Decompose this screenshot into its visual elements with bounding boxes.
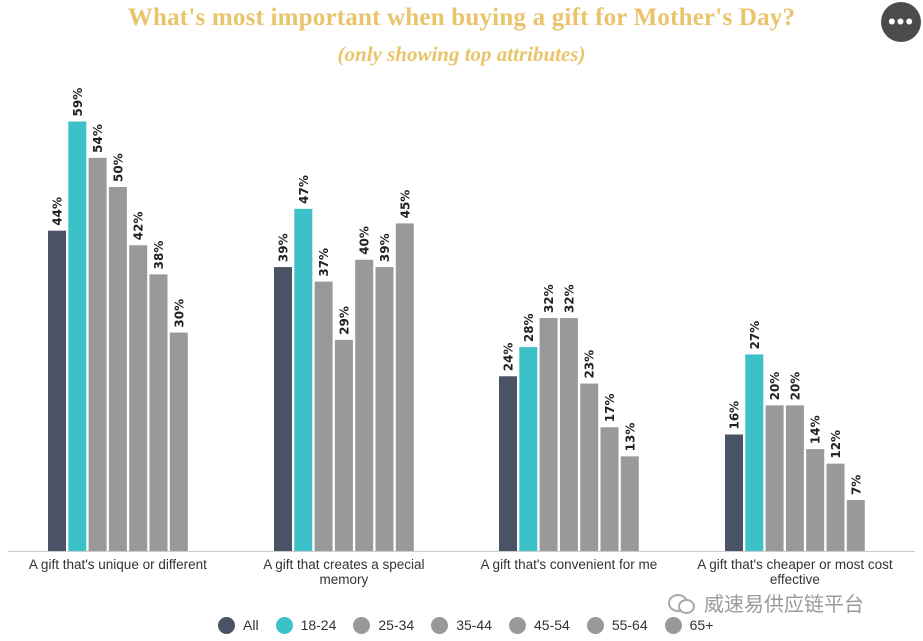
bar bbox=[620, 456, 639, 551]
chart-legend: All 18-24 25-34 35-44 45-54 55-64 65+ bbox=[218, 615, 730, 635]
legend-label: All bbox=[243, 617, 259, 633]
data-label: 39% bbox=[277, 233, 291, 262]
data-label: 20% bbox=[768, 372, 782, 401]
data-label: 38% bbox=[152, 241, 166, 270]
legend-label: 25-34 bbox=[378, 617, 415, 633]
more-horizontal-icon: ••• bbox=[887, 9, 915, 34]
legend-swatch bbox=[664, 616, 682, 634]
data-label: 13% bbox=[623, 423, 637, 452]
legend-swatch bbox=[275, 616, 293, 634]
data-label: 50% bbox=[111, 153, 125, 182]
data-label: 44% bbox=[51, 197, 65, 226]
bar bbox=[68, 121, 87, 551]
data-label: 29% bbox=[337, 306, 351, 335]
data-label: 42% bbox=[132, 212, 146, 241]
watermark: 威速易供应链平台 bbox=[668, 588, 864, 617]
bar bbox=[580, 383, 599, 551]
legend-swatch bbox=[431, 616, 449, 634]
bar bbox=[600, 427, 619, 551]
bar bbox=[88, 157, 107, 551]
category-label: A gift that creates a special memory bbox=[263, 557, 424, 587]
data-label: 54% bbox=[91, 124, 105, 153]
legend-item: 18-24 bbox=[275, 616, 337, 634]
bar bbox=[375, 267, 394, 551]
data-label: 14% bbox=[809, 415, 823, 444]
data-label: 45% bbox=[398, 190, 412, 219]
data-label: 40% bbox=[358, 226, 372, 255]
legend-swatch bbox=[218, 616, 235, 634]
data-label: 47% bbox=[297, 175, 311, 204]
data-label: 30% bbox=[172, 299, 186, 328]
legend-label: 18-24 bbox=[300, 617, 337, 633]
bar bbox=[48, 230, 66, 551]
bar bbox=[785, 405, 804, 551]
data-label: 39% bbox=[378, 233, 392, 262]
data-label: 16% bbox=[728, 401, 742, 430]
data-label: 32% bbox=[562, 284, 576, 313]
bar bbox=[846, 500, 865, 551]
legend-swatch bbox=[509, 616, 526, 634]
legend-item: 35-44 bbox=[431, 616, 492, 634]
category-label: A gift that's cheaper or most cost effect… bbox=[697, 557, 893, 587]
bar bbox=[806, 449, 825, 551]
legend-item: 55-64 bbox=[586, 616, 648, 634]
bar bbox=[129, 245, 148, 552]
bar bbox=[765, 405, 784, 551]
legend-item: All bbox=[218, 616, 259, 634]
bar bbox=[519, 347, 538, 551]
category-label: A gift that's convenient for me bbox=[481, 557, 658, 572]
legend-item: 65+ bbox=[664, 616, 714, 634]
bar bbox=[745, 354, 764, 551]
watermark-text: 威速易供应链平台 bbox=[704, 594, 864, 616]
bar bbox=[334, 339, 353, 551]
bar bbox=[395, 223, 414, 551]
chart-title: What's most important when buying a gift… bbox=[127, 4, 796, 31]
more-options-button[interactable]: ••• bbox=[881, 2, 921, 42]
bar bbox=[725, 434, 743, 551]
data-label: 20% bbox=[788, 372, 802, 401]
bar bbox=[149, 274, 168, 551]
data-label: 23% bbox=[583, 350, 597, 379]
bar bbox=[826, 463, 845, 551]
data-label: 27% bbox=[748, 321, 762, 350]
chart-subtitle: (only showing top attributes) bbox=[337, 42, 586, 66]
legend-label: 55-64 bbox=[611, 617, 648, 633]
data-label: 32% bbox=[542, 284, 556, 313]
legend-item: 45-54 bbox=[509, 616, 570, 634]
legend-label: 35-44 bbox=[456, 617, 492, 633]
bar bbox=[274, 267, 292, 551]
data-label: 37% bbox=[317, 248, 331, 277]
data-label: 17% bbox=[603, 394, 617, 423]
wechat-icon bbox=[668, 592, 696, 614]
bar bbox=[108, 187, 127, 551]
data-label: 28% bbox=[522, 313, 536, 342]
bar bbox=[314, 281, 333, 551]
data-label: 59% bbox=[71, 88, 85, 117]
data-label: 7% bbox=[849, 475, 863, 495]
legend-item: 25-34 bbox=[353, 616, 415, 634]
bar bbox=[294, 208, 313, 551]
bar bbox=[499, 376, 517, 551]
bar bbox=[169, 332, 188, 551]
legend-swatch bbox=[353, 616, 371, 634]
legend-label: 45-54 bbox=[534, 617, 570, 633]
data-label: 24% bbox=[502, 343, 516, 372]
category-label: A gift that's unique or different bbox=[29, 557, 207, 572]
legend-label: 65+ bbox=[689, 617, 714, 633]
bar bbox=[539, 318, 558, 551]
bar bbox=[559, 318, 578, 551]
bar bbox=[355, 259, 374, 551]
legend-swatch bbox=[586, 616, 604, 634]
data-label: 12% bbox=[829, 430, 843, 459]
